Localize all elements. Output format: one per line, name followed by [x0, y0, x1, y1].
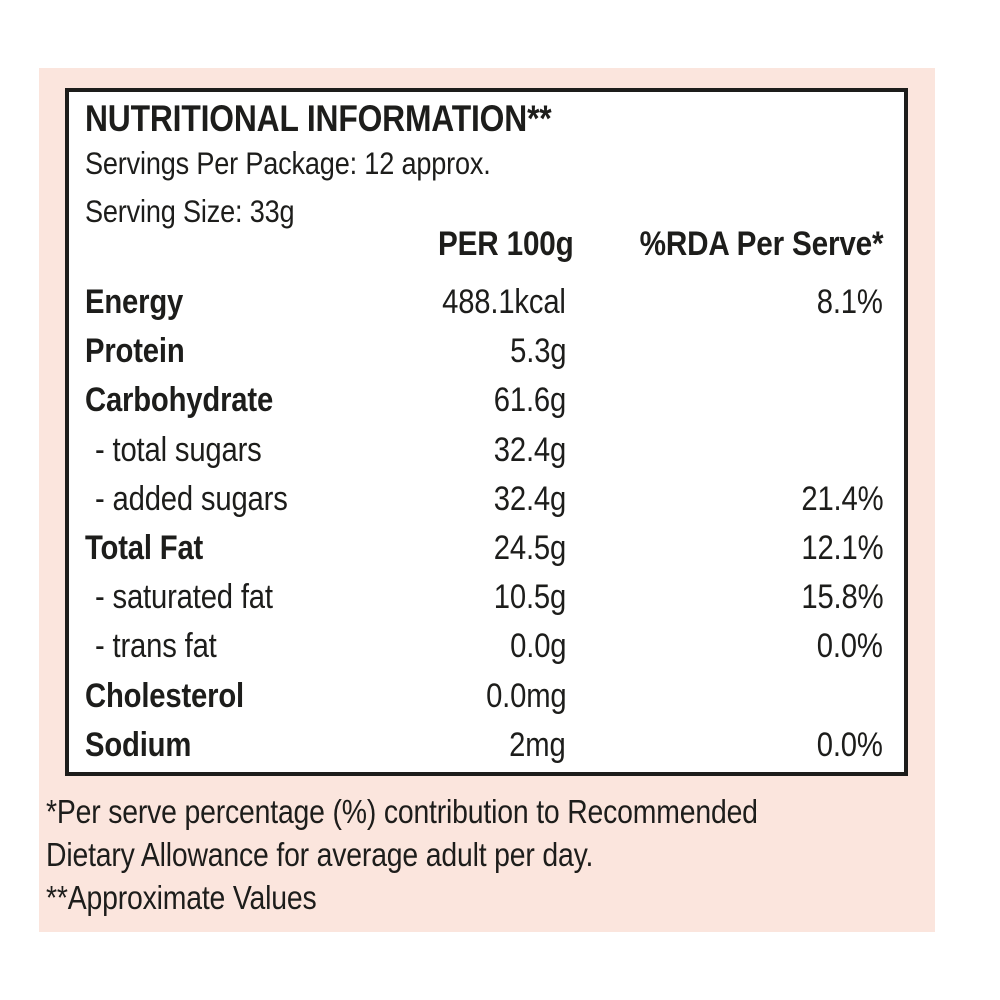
footnote-line: Dietary Allowance for average adult per … [46, 833, 874, 876]
per-100g-value: 2mg [416, 725, 567, 765]
footnote-line-text: Dietary Allowance for average adult per … [46, 836, 594, 873]
nutrient-row: Cholesterol 0.0mg [85, 672, 883, 721]
nutrient-name: - total sugars [85, 431, 416, 470]
column-header-per-100g-text: PER 100g [438, 224, 574, 263]
nutrient-name: Total Fat [85, 529, 416, 568]
per-100g-value-text: 32.4g [493, 430, 566, 469]
nutrient-name-text: Energy [85, 283, 184, 322]
nutrient-row: Protein 5.3g [85, 327, 883, 376]
nutrient-name-text: Protein [85, 332, 185, 371]
rda-per-serve-value-text: 12.1% [800, 529, 883, 568]
servings-per-package: Servings Per Package: 12 approx. [85, 142, 557, 184]
per-100g-value-text: 61.6g [493, 381, 566, 420]
per-100g-value: 5.3g [416, 332, 566, 371]
per-100g-value-text: 5.3g [509, 332, 566, 371]
nutrient-name-text: - added sugars [95, 479, 288, 518]
nutrient-row: Total Fat 24.5g 12.1% [85, 524, 883, 573]
rda-per-serve-value-text: 8.1% [817, 283, 883, 322]
per-100g-value-text: 0.0mg [485, 676, 567, 715]
nutrient-name: Protein [85, 332, 416, 371]
footnote-line: **Approximate Values [46, 876, 874, 919]
serving-size-text: Serving Size: 33g [85, 193, 295, 229]
footnote-line-text: **Approximate Values [46, 879, 317, 916]
nutrient-row: - trans fat 0.0g 0.0% [85, 622, 883, 671]
rda-per-serve-value: 0.0% [566, 726, 883, 765]
rda-per-serve-value [566, 431, 883, 470]
nutrient-name: - saturated fat [85, 578, 416, 617]
nutrient-row: - total sugars 32.4g [85, 426, 883, 475]
column-header-rda-per-serve: %RDA Per Serve* [566, 225, 883, 264]
per-100g-value-text: 488.1kcal [442, 283, 566, 322]
label-title-text: NUTRITIONAL INFORMATION** [85, 98, 552, 139]
footnote-line-text: *Per serve percentage (%) contribution t… [46, 793, 758, 830]
nutrient-row: Energy 488.1kcal 8.1% [85, 278, 883, 327]
table-header-row: PER 100g %RDA Per Serve* [85, 222, 883, 266]
nutrient-name: Sodium [85, 726, 416, 765]
nutrient-name: - trans fat [85, 627, 416, 666]
label-title: NUTRITIONAL INFORMATION** [85, 96, 627, 142]
per-100g-value: 24.5g [416, 529, 566, 568]
per-100g-value: 488.1kcal [416, 283, 566, 322]
nutrient-name: Energy [85, 283, 416, 322]
footnote-line: *Per serve percentage (%) contribution t… [46, 790, 874, 833]
per-100g-value: 32.4g [416, 480, 566, 519]
rda-per-serve-value: 21.4% [566, 480, 883, 519]
nutrient-name-text: - trans fat [95, 627, 217, 666]
nutrient-name-text: Total Fat [85, 529, 204, 568]
rda-per-serve-value: 0.0% [566, 627, 883, 666]
footnotes: *Per serve percentage (%) contribution t… [46, 790, 874, 919]
nutrient-name: Cholesterol [85, 677, 416, 716]
nutrient-rows: Energy 488.1kcal 8.1% Protein 5.3g Carbohydra… [69, 278, 904, 770]
nutrient-name-text: Carbohydrate [85, 381, 274, 420]
rda-per-serve-value [566, 381, 883, 420]
per-100g-value-text: 2mg [509, 725, 567, 764]
per-100g-value-text: 10.5g [493, 578, 566, 617]
servings-per-package-text: Servings Per Package: 12 approx. [85, 145, 491, 181]
nutrient-name-text: Sodium [85, 725, 192, 764]
rda-per-serve-value-text: 0.0% [817, 725, 883, 764]
nutrient-row: Sodium 2mg 0.0% [85, 721, 883, 770]
column-header-per-100g: PER 100g [416, 225, 574, 264]
rda-per-serve-value-text: 0.0% [817, 627, 883, 666]
nutrient-name: Carbohydrate [85, 381, 416, 420]
label-panel: NUTRITIONAL INFORMATION** Servings Per P… [39, 68, 935, 932]
rda-per-serve-value [566, 677, 883, 716]
nutrient-name: - added sugars [85, 480, 416, 519]
rda-per-serve-value-text: 21.4% [800, 479, 883, 518]
per-100g-value: 0.0mg [416, 676, 567, 716]
serving-size: Serving Size: 33g [85, 190, 329, 232]
per-100g-value: 0.0g [416, 627, 566, 666]
rda-per-serve-value [566, 332, 883, 371]
nutrient-row: - added sugars 32.4g 21.4% [85, 475, 883, 524]
nutrition-table: NUTRITIONAL INFORMATION** Servings Per P… [65, 88, 908, 776]
nutrient-name-text: Cholesterol [85, 676, 244, 715]
rda-per-serve-value: 12.1% [566, 529, 883, 568]
per-100g-value-text: 0.0g [509, 627, 566, 666]
per-100g-value: 61.6g [416, 381, 566, 420]
per-100g-value-text: 32.4g [493, 479, 566, 518]
nutrient-name-text: - total sugars [95, 430, 262, 469]
rda-per-serve-value: 8.1% [566, 283, 883, 322]
rda-per-serve-value: 15.8% [566, 578, 883, 617]
per-100g-value-text: 24.5g [493, 529, 566, 568]
per-100g-value: 10.5g [416, 578, 566, 617]
column-header-rda-per-serve-text: %RDA Per Serve* [639, 224, 883, 263]
per-100g-value: 32.4g [416, 431, 566, 470]
nutrient-name-text: - saturated fat [95, 578, 273, 617]
rda-per-serve-value-text: 15.8% [800, 578, 883, 617]
nutrient-row: Carbohydrate 61.6g [85, 376, 883, 425]
nutrient-row: - saturated fat 10.5g 15.8% [85, 573, 883, 622]
